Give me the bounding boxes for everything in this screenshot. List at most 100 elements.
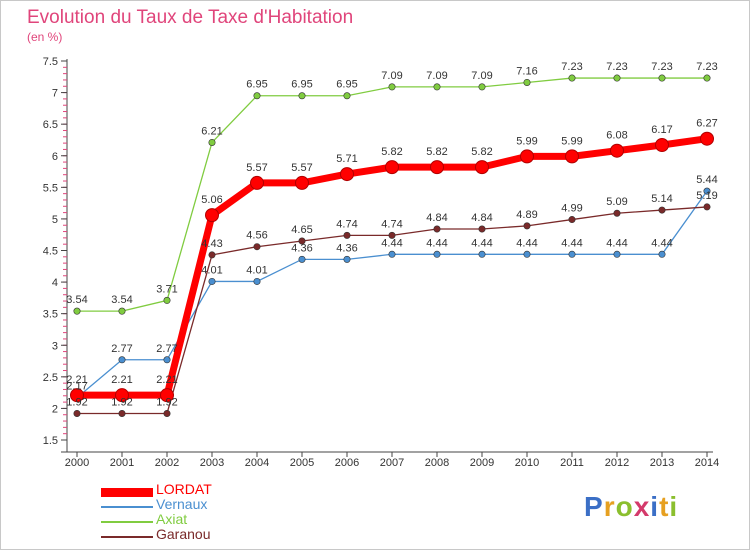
data-point-vernaux — [523, 250, 531, 258]
data-label-vernaux: 4.01 — [246, 264, 267, 276]
data-label-axiat: 6.21 — [201, 125, 222, 137]
data-label-garanou: 4.74 — [336, 218, 357, 230]
y-tick-label: 6 — [52, 151, 58, 163]
data-label-axiat: 3.71 — [156, 283, 177, 295]
x-tick-label: 2013 — [650, 457, 674, 469]
data-point-axiat — [433, 83, 441, 91]
data-point-lordat — [655, 138, 669, 153]
data-point-vernaux — [478, 250, 486, 258]
data-point-garanou — [73, 409, 81, 417]
data-point-lordat — [340, 167, 354, 182]
data-point-vernaux — [613, 250, 621, 258]
data-label-vernaux: 4.36 — [291, 242, 312, 254]
data-point-vernaux — [388, 250, 396, 258]
data-point-lordat — [160, 388, 174, 403]
data-label-axiat: 3.54 — [111, 294, 132, 306]
data-label-garanou: 4.65 — [291, 224, 312, 236]
data-label-vernaux: 4.44 — [651, 237, 672, 249]
data-label-lordat: 5.57 — [291, 162, 312, 174]
data-point-axiat — [703, 74, 711, 82]
y-tick-label: 7.5 — [43, 56, 58, 68]
data-label-vernaux: 4.44 — [381, 237, 402, 249]
data-label-vernaux: 2.77 — [111, 343, 132, 355]
data-point-garanou — [343, 231, 351, 239]
data-label-garanou: 4.56 — [246, 230, 267, 242]
data-point-axiat — [658, 74, 666, 82]
x-tick-label: 2011 — [560, 457, 584, 469]
data-label-garanou: 4.84 — [471, 212, 492, 224]
data-point-axiat — [478, 83, 486, 91]
logo-letter: o — [615, 491, 634, 522]
x-tick-label: 2007 — [380, 457, 404, 469]
data-label-lordat: 5.57 — [246, 162, 267, 174]
data-label-garanou: 5.19 — [696, 190, 717, 202]
data-point-lordat — [205, 208, 219, 223]
data-label-axiat: 7.23 — [606, 61, 627, 73]
x-tick-label: 2004 — [245, 457, 269, 469]
data-point-vernaux — [118, 356, 126, 364]
data-label-lordat: 2.21 — [66, 374, 87, 386]
data-point-vernaux — [658, 250, 666, 258]
data-point-vernaux — [703, 187, 711, 195]
data-label-vernaux: 4.44 — [471, 237, 492, 249]
data-point-lordat — [430, 160, 444, 175]
data-point-vernaux — [208, 277, 216, 285]
data-label-garanou: 4.74 — [381, 218, 402, 230]
data-label-axiat: 7.16 — [516, 65, 537, 77]
data-label-vernaux: 4.44 — [606, 237, 627, 249]
data-point-vernaux — [163, 356, 171, 364]
x-tick-label: 2001 — [110, 457, 134, 469]
legend-label: Vernaux — [156, 496, 208, 512]
data-point-lordat — [475, 160, 489, 175]
y-tick-label: 1.5 — [43, 435, 58, 447]
legend-swatch — [101, 506, 153, 508]
y-tick-label: 5 — [52, 214, 58, 226]
data-point-axiat — [568, 74, 576, 82]
data-label-vernaux: 4.36 — [336, 242, 357, 254]
data-label-axiat: 7.23 — [651, 61, 672, 73]
data-point-axiat — [523, 78, 531, 86]
x-tick-label: 2012 — [605, 457, 629, 469]
data-label-axiat: 3.54 — [66, 294, 87, 306]
x-tick-label: 2008 — [425, 457, 449, 469]
data-label-garanou: 1.92 — [66, 396, 87, 408]
data-label-lordat: 6.27 — [696, 118, 717, 130]
data-label-axiat: 7.09 — [471, 70, 492, 82]
data-point-garanou — [388, 231, 396, 239]
legend-swatch — [101, 521, 153, 523]
data-point-garanou — [703, 203, 711, 211]
data-point-garanou — [208, 251, 216, 259]
x-tick-label: 2002 — [155, 457, 179, 469]
data-label-garanou: 4.43 — [201, 238, 222, 250]
legend-label: LORDAT — [156, 481, 212, 497]
data-point-vernaux — [568, 250, 576, 258]
data-point-lordat — [610, 143, 624, 158]
data-point-axiat — [253, 92, 261, 100]
data-point-axiat — [613, 74, 621, 82]
y-tick-label: 3 — [52, 340, 58, 352]
data-point-garanou — [523, 222, 531, 230]
data-label-garanou: 1.92 — [111, 396, 132, 408]
x-tick-label: 2000 — [65, 457, 89, 469]
data-point-garanou — [658, 206, 666, 214]
data-label-axiat: 6.95 — [246, 79, 267, 91]
data-label-lordat: 5.99 — [561, 135, 582, 147]
data-label-lordat: 2.21 — [111, 374, 132, 386]
logo-letter: t — [659, 491, 670, 522]
x-tick-label: 2009 — [470, 457, 494, 469]
data-point-lordat — [385, 160, 399, 175]
data-label-lordat: 6.17 — [651, 124, 672, 136]
data-label-garanou: 4.99 — [561, 203, 582, 215]
data-label-lordat: 5.82 — [381, 146, 402, 158]
data-point-lordat — [295, 175, 309, 190]
data-label-lordat: 5.06 — [201, 194, 222, 206]
data-label-garanou: 5.09 — [606, 196, 627, 208]
data-label-vernaux: 2.77 — [156, 343, 177, 355]
data-label-lordat: 5.99 — [516, 135, 537, 147]
data-label-garanou: 4.84 — [426, 212, 447, 224]
data-point-axiat — [298, 92, 306, 100]
data-point-lordat — [70, 388, 84, 403]
data-label-axiat: 6.95 — [291, 79, 312, 91]
legend-swatch — [101, 487, 153, 497]
